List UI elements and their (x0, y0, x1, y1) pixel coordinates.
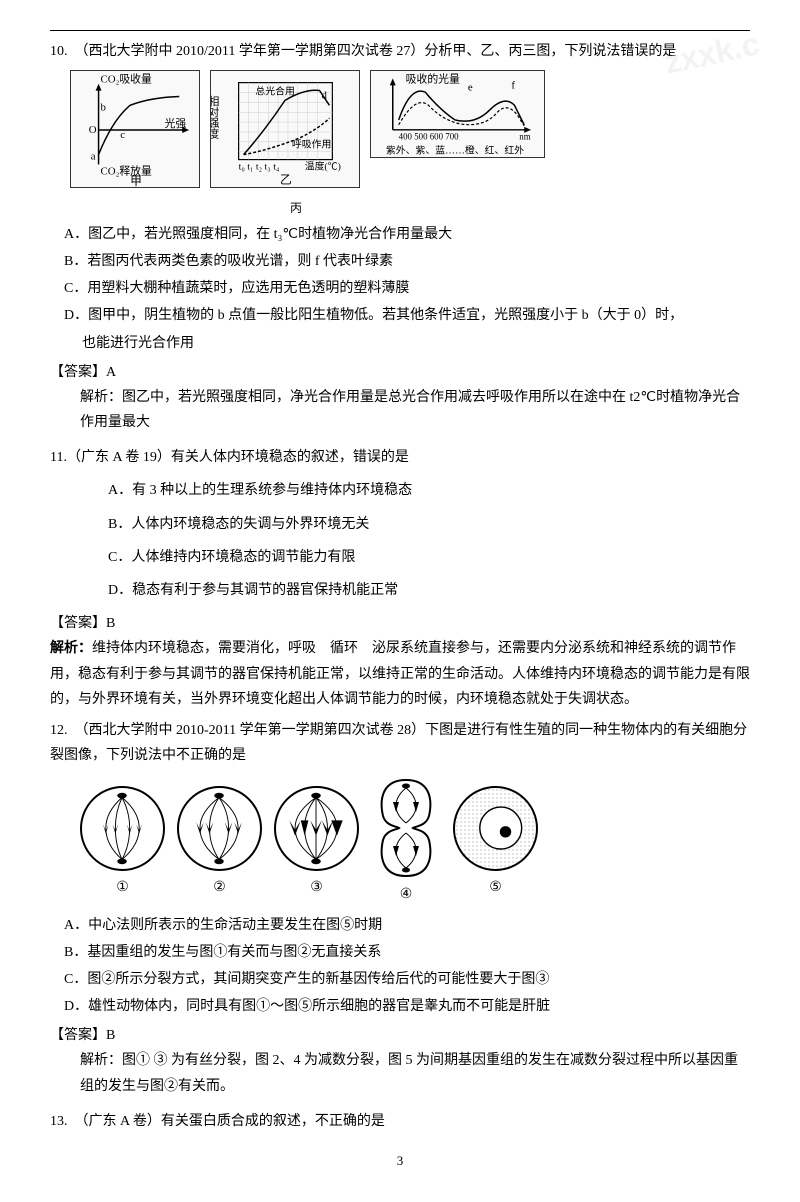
cell-5: ⑤ (453, 786, 538, 900)
q13-header: 13. （广东 A 卷）有关蛋白质合成的叙述，不正确的是 (50, 1109, 750, 1134)
cell-2: ② (177, 786, 262, 900)
svg-text:nm: nm (519, 132, 530, 142)
cell-3: ③ (274, 786, 359, 900)
svg-text:紫外、紫、蓝……橙、红、红外: 紫外、紫、蓝……橙、红、红外 (386, 144, 524, 157)
q11-answer: 【答案】B (50, 611, 750, 636)
cell-1-label: ① (80, 875, 165, 900)
svg-text:温度(℃): 温度(℃) (305, 160, 341, 173)
svg-text:光强: 光强 (165, 116, 187, 130)
svg-text:CO₂吸收量: CO₂吸收量 (101, 72, 152, 86)
cell-4-label: ④ (371, 882, 441, 907)
svg-text:e: e (468, 81, 473, 93)
q11-analysis: 维持体内环境稳态，需要消化，呼吸 循环 泌尿系统直接参与，还需要内分泌系统和神经… (50, 641, 750, 706)
q12-cells: ① ② (80, 778, 750, 907)
q11-analysis-block: 解析：维持体内环境稳态，需要消化，呼吸 循环 泌尿系统直接参与，还需要内分泌系统… (50, 636, 750, 712)
svg-text:a: a (91, 151, 96, 163)
svg-text:c: c (120, 129, 125, 141)
q12-header: 12. （西北大学附中 2010-2011 学年第一学期第四次试卷 28）下图是… (50, 718, 750, 768)
svg-text:总光合用: 总光合用 (255, 85, 294, 98)
q11-option-c: C．人体维持内环境稳态的调节能力有限 (50, 545, 750, 570)
cell-2-label: ② (177, 875, 262, 900)
figure-yi: 相对强度 总光合用 d 呼吸作用 t₀ t₁ t₂ t₃ t₄ 温度(℃) 乙 (210, 70, 360, 188)
q11-option-b: B．人体内环境稳态的失调与外界环境无关 (50, 512, 750, 537)
q10-header: 10. （西北大学附中 2010/2011 学年第一学期第四次试卷 27）分析甲… (50, 39, 750, 64)
q10-analysis: 解析：图乙中，若光照强度相同，净光合作用量是总光合作用减去呼吸作用所以在途中在 … (50, 385, 750, 435)
figure-jia: CO₂吸收量 O a b c 光强 CO₂释放量 甲 (70, 70, 200, 188)
svg-text:d: d (322, 90, 328, 102)
svg-text:相对强度: 相对强度 (211, 95, 219, 140)
cell-1: ① (80, 786, 165, 900)
q10-answer: 【答案】A (50, 360, 750, 385)
svg-text:f: f (511, 79, 515, 91)
q11-option-a: A．有 3 种以上的生理系统参与维持体内环境稳态 (50, 478, 750, 503)
svg-text:乙: 乙 (280, 172, 292, 186)
q10-figures: CO₂吸收量 O a b c 光强 CO₂释放量 甲 相对强度 (70, 70, 750, 188)
page-number: 3 (50, 1149, 750, 1172)
q11-header: 11.（广东 A 卷 19）有关人体内环境稳态的叙述，错误的是 (50, 445, 750, 470)
q12-option-c: C．图②所示分裂方式，其间期突变产生的新基因传给后代的可能性要大于图③ (50, 967, 750, 992)
q10-option-b: B．若图丙代表两类色素的吸收光谱，则 f 代表叶绿素 (50, 249, 750, 274)
q12-option-b: B．基因重组的发生与图①有关而与图②无直接关系 (50, 940, 750, 965)
svg-text:CO₂释放量: CO₂释放量 (101, 163, 152, 177)
figure-bing-label: 丙 (290, 198, 750, 220)
svg-text:吸收的光量: 吸收的光量 (406, 72, 460, 86)
q10-option-a: A．图乙中，若光照强度相同，在 t₃℃时植物净光合作用量最大 (50, 222, 750, 247)
svg-text:b: b (101, 101, 106, 113)
q11-option-d: D．稳态有利于参与其调节的器官保持机能正常 (50, 578, 750, 603)
cell-5-label: ⑤ (453, 875, 538, 900)
svg-text:呼吸作用: 呼吸作用 (292, 139, 331, 151)
q10-option-d-cont: 也能进行光合作用 (50, 331, 750, 356)
svg-text:400 500 600 700: 400 500 600 700 (399, 132, 459, 142)
q12-option-d: D．雄性动物体内，同时具有图①～图⑤所示细胞的器官是睾丸而不可能是肝脏 (50, 994, 750, 1019)
q12-answer: 【答案】B (50, 1023, 750, 1048)
q10-option-d: D．图甲中，阴生植物的 b 点值一般比阳生植物低。若其他条件适宜，光照强度小于 … (50, 303, 750, 328)
q11-analysis-label: 解析： (50, 641, 92, 656)
cell-4: ④ (371, 778, 441, 907)
svg-text:甲: 甲 (130, 174, 142, 188)
q10-option-c: C．用塑料大棚种植蔬菜时，应选用无色透明的塑料薄膜 (50, 276, 750, 301)
figure-bing: 吸收的光量 e f 400 500 600 700 nm 紫外、紫、蓝……橙、红… (370, 70, 545, 158)
q12-option-a: A．中心法则所表示的生命活动主要发生在图⑤时期 (50, 913, 750, 938)
top-rule (50, 30, 750, 31)
svg-text:O: O (89, 124, 97, 136)
q12-analysis: 解析：图① ③ 为有丝分裂，图 2、4 为减数分裂，图 5 为间期基因重组的发生… (50, 1048, 750, 1098)
cell-3-label: ③ (274, 875, 359, 900)
svg-text:t₀ t₁ t₂ t₃ t₄: t₀ t₁ t₂ t₃ t₄ (239, 162, 280, 173)
